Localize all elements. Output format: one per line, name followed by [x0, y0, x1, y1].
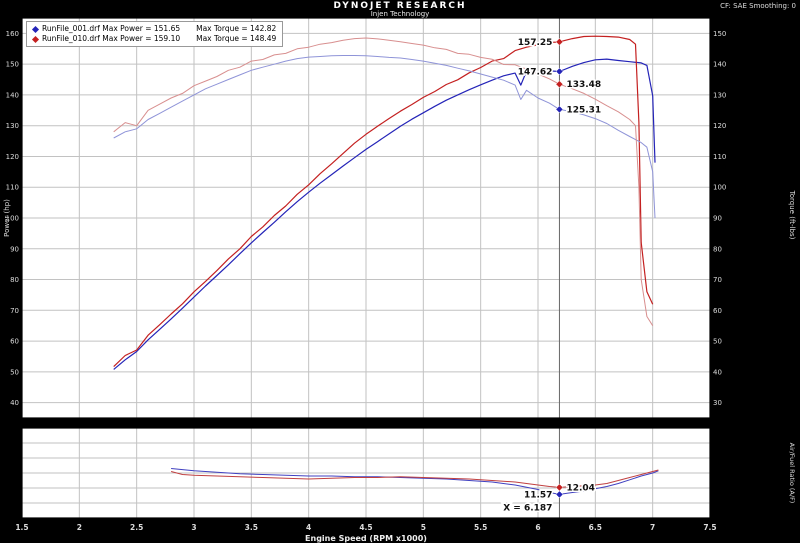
tick-label: X = 6.187 [503, 504, 552, 514]
runfile-010-drf-power-curve [113, 35, 654, 368]
tick-label: 2 [77, 523, 82, 532]
tick-label: 90 [713, 215, 722, 223]
tick-label: 4.5 [359, 523, 372, 532]
tick-label: 70 [713, 276, 722, 284]
correction-smoothing-info: CF: SAE Smoothing: 0 [720, 2, 796, 10]
tick-label: 80 [713, 245, 722, 253]
run-legend: RunFile_001.drf Max Power = 151.65 Max T… [26, 21, 284, 47]
power-axis-label: Power (hp) [3, 199, 11, 237]
tick-label: 110 [6, 184, 19, 192]
tick-label: 140 [713, 61, 726, 69]
tick-label: 12.04 [566, 483, 594, 493]
tick-label: 120 [713, 122, 726, 130]
tick-label: 70 [10, 307, 19, 315]
tick-label: 5 [421, 523, 426, 532]
tick-label: 110 [713, 153, 726, 161]
tick-label: 157.25 [518, 38, 553, 48]
cursor-marker-icon [555, 67, 564, 76]
tick-label: 120 [6, 153, 19, 161]
tick-label: 2.5 [130, 523, 143, 532]
tick-label: 6.5 [589, 523, 602, 532]
app-title: DYNOJET RESEARCH [333, 1, 467, 11]
tick-label: 60 [10, 338, 19, 346]
runfile-001-drf-a-f-curve [171, 468, 659, 495]
run2-power-info: RunFile_010.drf Max Power = 159.10 [42, 34, 181, 43]
tick-label: 40 [10, 399, 19, 407]
tick-label: 100 [6, 215, 19, 223]
run2-torque-info: Max Torque = 148.49 [196, 34, 277, 43]
tick-label: 140 [6, 91, 19, 99]
tick-label: 3 [191, 523, 196, 532]
tick-label: 133.48 [566, 80, 601, 90]
afr-axis-label: Air/Fuel Ratio (A/F) [788, 442, 796, 504]
tick-label: 30 [713, 399, 722, 407]
tick-label: 130 [6, 122, 19, 130]
tick-label: 1.5 [15, 523, 28, 532]
tick-label: 50 [713, 338, 722, 346]
run2-marker-icon [31, 35, 40, 43]
cursor-marker-icon [555, 490, 564, 499]
runfile-001-drf-torque-curve [113, 55, 656, 219]
cursor-marker-icon [555, 105, 564, 114]
tick-label: 80 [10, 276, 19, 284]
cursor-marker-icon [555, 483, 564, 492]
tick-label: 4 [306, 523, 311, 532]
tick-label: 150 [6, 61, 19, 69]
torque-axis-label: Torque (ft-lbs) [788, 190, 796, 240]
report-subtitle: Injen Technology [370, 10, 430, 18]
main-plot-border [21, 17, 711, 419]
tick-label: 125.31 [566, 105, 601, 115]
run1-torque-info: Max Torque = 142.82 [196, 24, 277, 33]
tick-label: 40 [713, 368, 722, 376]
legend-row-run1: RunFile_001.drf Max Power = 151.65 Max T… [31, 24, 277, 34]
tick-label: 60 [713, 307, 722, 315]
x-axis-label: Engine Speed (RPM x1000) [305, 534, 427, 543]
run1-power-info: RunFile_001.drf Max Power = 151.65 [42, 24, 181, 33]
run1-marker-icon [31, 25, 40, 33]
runfile-010-drf-a-f-curve [170, 469, 659, 488]
tick-label: 11.57 [524, 490, 552, 500]
tick-label: 3.5 [245, 523, 258, 532]
tick-label: 100 [713, 184, 726, 192]
runfile-010-drf-torque-curve [113, 37, 654, 326]
tick-label: 147.62 [518, 67, 553, 77]
tick-label: 160 [6, 30, 19, 38]
tick-label: 90 [10, 245, 19, 253]
afr-plot-border [21, 427, 711, 519]
tick-label: 5.5 [474, 523, 487, 532]
tick-label: 130 [713, 91, 726, 99]
runfile-001-drf-power-curve [113, 58, 656, 370]
legend-row-run2: RunFile_010.drf Max Power = 159.10 Max T… [31, 34, 277, 44]
cursor-marker-icon [555, 37, 564, 46]
tick-label: 7 [650, 523, 655, 532]
tick-label: 7.5 [703, 523, 716, 532]
cursor-marker-icon [555, 80, 564, 89]
tick-label: 6 [535, 523, 540, 532]
tick-label: 50 [10, 368, 19, 376]
tick-label: 150 [713, 30, 726, 38]
